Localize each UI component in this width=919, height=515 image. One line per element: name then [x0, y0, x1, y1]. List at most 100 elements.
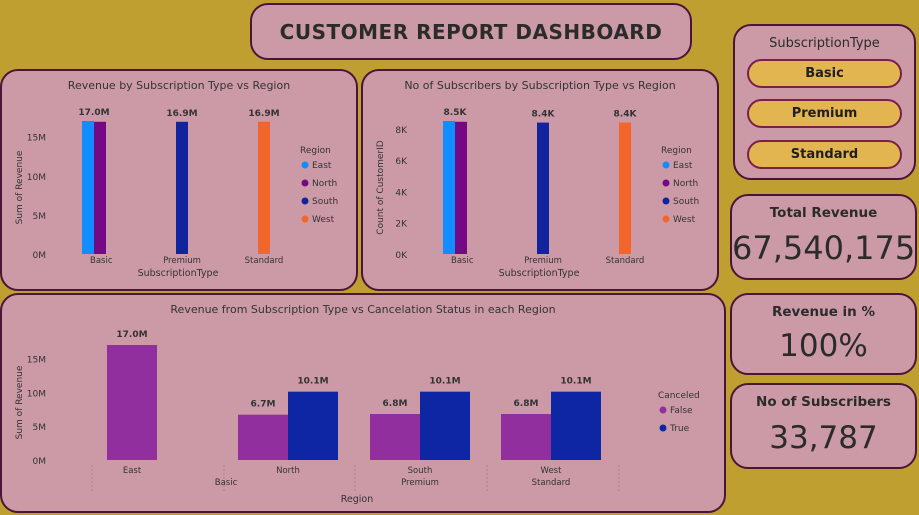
- data-label: 8.5K: [444, 108, 468, 118]
- legend-label: West: [673, 215, 696, 225]
- bar-false: [107, 345, 157, 460]
- bar-true: [420, 391, 470, 460]
- y-tick-label: 0K: [395, 251, 408, 261]
- bar-west: [258, 121, 270, 254]
- y-tick-label: 15M: [27, 356, 46, 366]
- bar-false: [370, 414, 420, 460]
- chart-title: No of Subscribers by Subscription Type v…: [404, 79, 676, 92]
- legend-label: North: [673, 179, 698, 189]
- x-axis-label: Region: [341, 494, 374, 505]
- y-tick-label: 8K: [395, 126, 408, 136]
- bar-false: [238, 414, 288, 460]
- legend-marker-east: [301, 161, 309, 169]
- legend-marker-south: [301, 197, 309, 205]
- data-label: 6.8M: [383, 399, 408, 409]
- data-label: 10.1M: [560, 377, 591, 387]
- data-label: 8.4K: [532, 110, 556, 120]
- legend-title: Canceled: [658, 391, 700, 401]
- dashboard-title: CUSTOMER REPORT DASHBOARD: [279, 19, 663, 44]
- legend-marker-east: [662, 161, 670, 169]
- x-tick-label: Basic: [90, 256, 113, 266]
- chart-title: Revenue from Subscription Type vs Cancel…: [170, 303, 556, 316]
- bar-north: [94, 121, 106, 254]
- card-value: 100%: [779, 328, 868, 364]
- x-group-label: Premium: [401, 478, 439, 488]
- legend-marker-west: [301, 215, 309, 223]
- legend-marker-north: [662, 179, 670, 187]
- bar-south: [537, 122, 549, 255]
- y-tick-label: 10M: [27, 389, 46, 399]
- legend-marker-west: [662, 215, 670, 223]
- y-tick-label: 0M: [33, 251, 47, 261]
- y-tick-label: 5M: [33, 423, 47, 433]
- x-group-label: Standard: [532, 478, 571, 488]
- legend-marker-false: [659, 406, 667, 414]
- legend-label: False: [670, 406, 693, 416]
- data-label: 10.1M: [429, 377, 460, 387]
- y-tick-label: 15M: [27, 134, 46, 144]
- card-label: No of Subscribers: [756, 394, 891, 410]
- legend-marker-true: [659, 424, 667, 432]
- data-label: 10.1M: [297, 377, 328, 387]
- card-value: 33,787: [769, 420, 878, 456]
- x-tick-label: Premium: [163, 256, 201, 266]
- legend-label: West: [312, 215, 335, 225]
- dashboard-title-box: CUSTOMER REPORT DASHBOARD: [250, 3, 692, 60]
- x-tick-label: Standard: [606, 256, 645, 266]
- card-label: Total Revenue: [769, 205, 878, 221]
- legend-marker-south: [662, 197, 670, 205]
- bar-south: [176, 121, 188, 254]
- x-axis-label: SubscriptionType: [499, 268, 580, 279]
- slicer-option-standard[interactable]: Standard: [747, 140, 902, 169]
- legend-marker-north: [301, 179, 309, 187]
- subscribers-card: No of Subscribers 33,787: [730, 383, 917, 469]
- slicer-option-premium[interactable]: Premium: [747, 99, 902, 128]
- x-tick-label: Standard: [245, 256, 284, 266]
- bar-true: [551, 391, 601, 460]
- bar-east: [82, 121, 94, 254]
- x-axis-label: SubscriptionType: [138, 268, 219, 279]
- bar-false: [501, 414, 551, 460]
- total-revenue-card: Total Revenue 67,540,175: [730, 194, 917, 280]
- bar-east: [443, 121, 455, 254]
- subscribers-by-subscription-svg: 0K 2K 4K 6K 8K Count of CustomerID Basic Premiu…: [376, 108, 699, 279]
- slicer-title: SubscriptionType: [769, 36, 880, 51]
- y-axis-label: Sum of Revenue: [15, 365, 25, 439]
- legend-label: East: [312, 161, 332, 171]
- x-tick-label: Basic: [451, 256, 474, 266]
- y-tick-label: 0M: [33, 457, 47, 467]
- legend-label: East: [673, 161, 693, 171]
- data-label: 17.0M: [116, 330, 147, 340]
- y-tick-label: 6K: [395, 157, 408, 167]
- revenue-cancelation-chart[interactable]: Revenue from Subscription Type vs Cancel…: [0, 293, 726, 513]
- y-axis-label: Count of CustomerID: [376, 140, 386, 234]
- revenue-percent-card: Revenue in % 100%: [730, 293, 917, 375]
- legend-label: South: [673, 197, 699, 207]
- y-axis-label: Sum of Revenue: [15, 150, 25, 224]
- x-tick-label: West: [541, 466, 563, 476]
- data-label: 6.8M: [514, 399, 539, 409]
- legend-label: South: [312, 197, 338, 207]
- subscription-type-slicer: SubscriptionType Basic Premium Standard: [733, 24, 916, 180]
- revenue-by-subscription-chart[interactable]: Revenue by Subscription Type vs Region 0…: [0, 69, 358, 291]
- y-tick-label: 2K: [395, 220, 408, 230]
- slicer-option-basic[interactable]: Basic: [747, 59, 902, 88]
- x-group-label: Basic: [215, 478, 238, 488]
- data-label: 17.0M: [78, 108, 109, 118]
- card-value: 67,540,175: [732, 229, 916, 267]
- chart-title: Revenue by Subscription Type vs Region: [67, 79, 291, 92]
- data-label: 16.9M: [248, 109, 279, 119]
- subscribers-by-subscription-chart[interactable]: No of Subscribers by Subscription Type v…: [361, 69, 719, 291]
- x-tick-label: Premium: [524, 256, 562, 266]
- data-label: 16.9M: [166, 109, 197, 119]
- legend-title: Region: [300, 146, 331, 156]
- y-tick-label: 4K: [395, 188, 408, 198]
- data-label: 8.4K: [614, 110, 638, 120]
- data-label: 6.7M: [251, 400, 276, 410]
- x-tick-label: North: [276, 466, 300, 476]
- y-tick-label: 5M: [33, 212, 47, 222]
- bar-true: [288, 391, 338, 460]
- legend-label: True: [669, 424, 690, 434]
